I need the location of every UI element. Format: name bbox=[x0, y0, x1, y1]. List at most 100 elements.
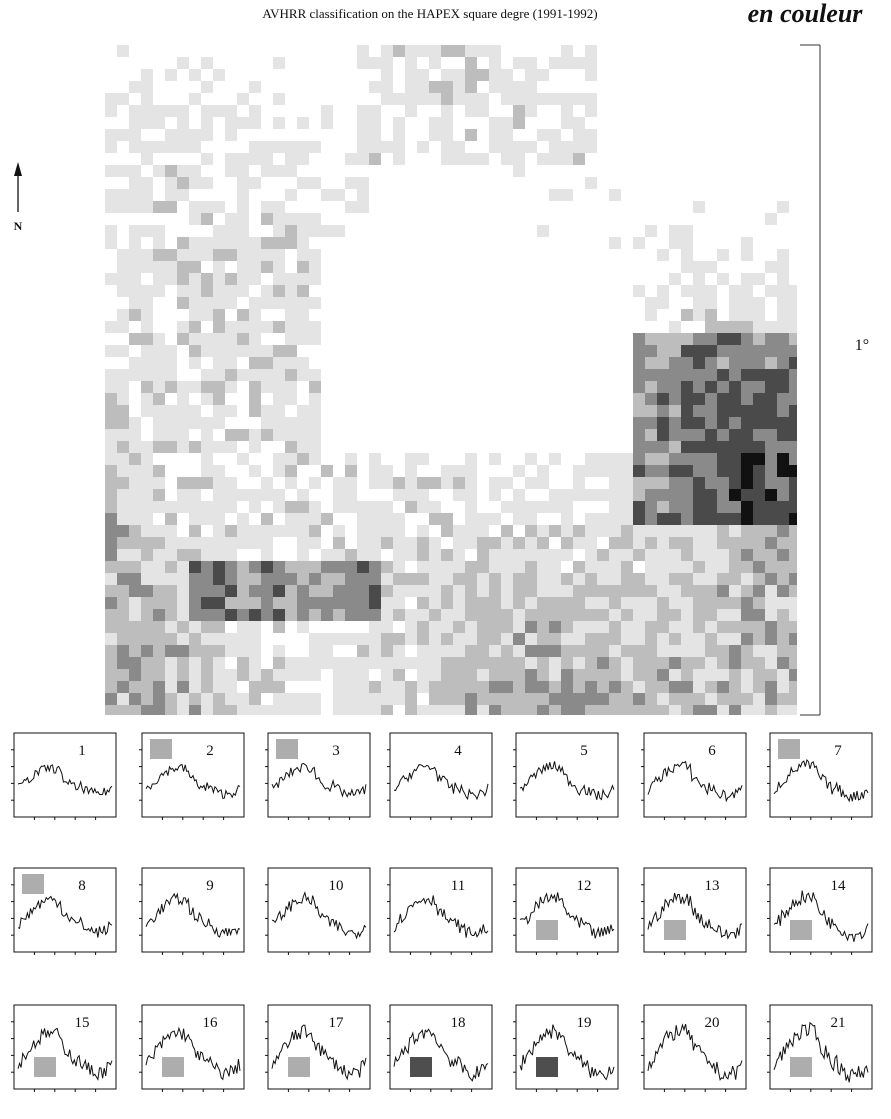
map-cell bbox=[633, 657, 645, 669]
map-cell bbox=[537, 705, 549, 715]
map-cell bbox=[129, 333, 141, 345]
map-cell bbox=[261, 321, 273, 333]
map-cell bbox=[729, 489, 741, 501]
panel: 15 bbox=[11, 1004, 117, 1092]
map-cell bbox=[741, 453, 753, 465]
map-cell bbox=[789, 321, 797, 333]
map-cell bbox=[777, 309, 789, 321]
map-cell bbox=[261, 477, 273, 489]
map-cell bbox=[621, 513, 633, 525]
map-cell bbox=[369, 153, 381, 165]
map-cell bbox=[177, 297, 189, 309]
map-cell bbox=[201, 585, 213, 597]
map-cell bbox=[729, 705, 741, 715]
panel: 6 bbox=[641, 732, 747, 820]
map-cell bbox=[321, 645, 333, 657]
map-cell bbox=[297, 213, 309, 225]
map-cell bbox=[537, 465, 549, 477]
map-cell bbox=[129, 201, 141, 213]
map-cell bbox=[657, 633, 669, 645]
map-cell bbox=[345, 501, 357, 513]
map-cell bbox=[705, 393, 717, 405]
map-cell bbox=[669, 561, 681, 573]
map-cell bbox=[165, 549, 177, 561]
map-cell bbox=[669, 609, 681, 621]
map-cell bbox=[561, 45, 573, 57]
map-cell bbox=[669, 405, 681, 417]
map-cell bbox=[417, 141, 429, 153]
map-cell bbox=[225, 321, 237, 333]
map-cell bbox=[153, 117, 165, 129]
map-cell bbox=[693, 489, 705, 501]
map-cell bbox=[789, 705, 797, 715]
map-cell bbox=[261, 237, 273, 249]
map-cell bbox=[333, 573, 345, 585]
map-cell bbox=[585, 573, 597, 585]
map-cell bbox=[273, 117, 285, 129]
map-cell bbox=[273, 429, 285, 441]
map-cell bbox=[309, 501, 321, 513]
map-cell bbox=[117, 381, 129, 393]
map-cell bbox=[117, 501, 129, 513]
map-cell bbox=[297, 525, 309, 537]
map-cell bbox=[141, 105, 153, 117]
map-cell bbox=[561, 609, 573, 621]
map-cell bbox=[753, 357, 765, 369]
map-cell bbox=[225, 477, 237, 489]
map-cell bbox=[513, 609, 525, 621]
map-cell bbox=[417, 45, 429, 57]
map-cell bbox=[513, 669, 525, 681]
map-cell bbox=[129, 633, 141, 645]
map-cell bbox=[201, 465, 213, 477]
map-cell bbox=[417, 621, 429, 633]
map-cell bbox=[369, 465, 381, 477]
map-cell bbox=[501, 693, 513, 705]
map-cell bbox=[357, 501, 369, 513]
map-cell bbox=[333, 477, 345, 489]
map-cell bbox=[765, 357, 777, 369]
map-cell bbox=[117, 321, 129, 333]
map-cell bbox=[765, 681, 777, 693]
map-cell bbox=[141, 285, 153, 297]
map-cell bbox=[273, 693, 285, 705]
map-cell bbox=[777, 249, 789, 261]
map-cell bbox=[141, 189, 153, 201]
map-cell bbox=[573, 681, 585, 693]
map-cell bbox=[729, 297, 741, 309]
map-cell bbox=[777, 261, 789, 273]
map-cell bbox=[549, 633, 561, 645]
map-cell bbox=[237, 453, 249, 465]
map-cell bbox=[429, 117, 441, 129]
map-cell bbox=[105, 189, 117, 201]
map-cell bbox=[165, 669, 177, 681]
map-cell bbox=[657, 585, 669, 597]
map-cell bbox=[261, 681, 273, 693]
map-cell bbox=[717, 345, 729, 357]
map-cell bbox=[489, 489, 501, 501]
map-cell bbox=[477, 561, 489, 573]
map-cell bbox=[501, 81, 513, 93]
map-cell bbox=[633, 369, 645, 381]
panel: 18 bbox=[387, 1004, 493, 1092]
map-cell bbox=[561, 141, 573, 153]
map-cell bbox=[705, 573, 717, 585]
map-cell bbox=[717, 669, 729, 681]
map-cell bbox=[681, 645, 693, 657]
map-cell bbox=[405, 693, 417, 705]
map-cell bbox=[309, 561, 321, 573]
map-cell bbox=[513, 561, 525, 573]
map-cell bbox=[429, 57, 441, 69]
map-cell bbox=[345, 597, 357, 609]
map-cell bbox=[501, 585, 513, 597]
map-cell bbox=[129, 249, 141, 261]
map-cell bbox=[117, 165, 129, 177]
map-cell bbox=[585, 633, 597, 645]
map-cell bbox=[129, 309, 141, 321]
map-cell bbox=[513, 57, 525, 69]
map-cell bbox=[213, 69, 225, 81]
map-cell bbox=[297, 441, 309, 453]
map-cell bbox=[105, 465, 117, 477]
map-cell bbox=[189, 237, 201, 249]
map-cell bbox=[141, 117, 153, 129]
map-cell bbox=[261, 213, 273, 225]
